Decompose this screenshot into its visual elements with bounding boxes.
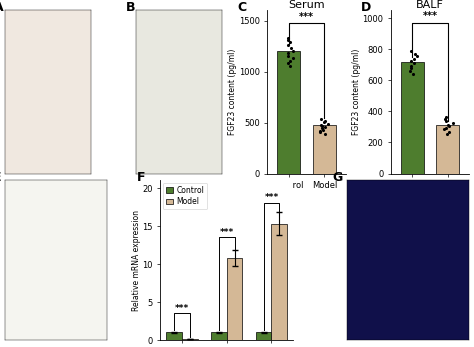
Point bbox=[449, 120, 456, 126]
Point bbox=[284, 37, 292, 43]
Point bbox=[408, 65, 415, 71]
Y-axis label: FGF23 content (pg/ml): FGF23 content (pg/ml) bbox=[352, 49, 361, 135]
Point bbox=[319, 123, 326, 129]
Point bbox=[444, 122, 451, 127]
Text: ***: *** bbox=[219, 228, 234, 237]
Text: B: B bbox=[126, 1, 135, 14]
Point bbox=[445, 129, 453, 134]
Point bbox=[321, 131, 329, 136]
Point bbox=[284, 50, 292, 56]
Text: A: A bbox=[0, 1, 4, 14]
Text: ***: *** bbox=[264, 194, 279, 203]
Point bbox=[324, 121, 332, 126]
Title: BALF: BALF bbox=[416, 0, 444, 10]
Point bbox=[316, 128, 324, 134]
Point bbox=[289, 56, 296, 61]
Point bbox=[321, 118, 328, 124]
Bar bbox=[272, 224, 287, 340]
Point bbox=[442, 114, 449, 120]
Text: D: D bbox=[361, 1, 372, 14]
Point bbox=[316, 129, 323, 135]
Y-axis label: Relative mRNA expression: Relative mRNA expression bbox=[132, 210, 141, 311]
Y-axis label: FGF23 content (pg/ml): FGF23 content (pg/ml) bbox=[228, 49, 237, 135]
Point bbox=[410, 56, 417, 61]
Point bbox=[406, 68, 414, 74]
Point bbox=[409, 71, 417, 77]
Point bbox=[287, 59, 294, 64]
Point bbox=[407, 63, 415, 68]
Bar bbox=[277, 51, 301, 174]
Point bbox=[410, 60, 418, 66]
Point bbox=[321, 124, 329, 130]
Point bbox=[284, 42, 292, 48]
Point bbox=[284, 53, 292, 59]
Point bbox=[284, 35, 292, 41]
Legend: Control, Model: Control, Model bbox=[163, 183, 208, 209]
Point bbox=[443, 131, 451, 137]
Bar bbox=[166, 332, 182, 340]
Point bbox=[408, 48, 415, 53]
Point bbox=[289, 49, 297, 54]
Point bbox=[317, 117, 325, 122]
Bar bbox=[182, 339, 198, 340]
Point bbox=[413, 53, 421, 59]
Text: E: E bbox=[0, 171, 1, 184]
Point bbox=[318, 125, 326, 131]
Text: ***: *** bbox=[299, 11, 314, 22]
Point bbox=[286, 64, 294, 69]
Text: ***: *** bbox=[175, 304, 189, 313]
Point bbox=[442, 125, 449, 130]
Text: G: G bbox=[332, 171, 342, 184]
Text: C: C bbox=[237, 1, 247, 14]
Point bbox=[441, 116, 449, 122]
Point bbox=[317, 122, 325, 128]
Point bbox=[286, 39, 294, 45]
Bar bbox=[313, 125, 336, 174]
Bar bbox=[401, 62, 424, 174]
Bar bbox=[437, 125, 459, 174]
Point bbox=[320, 119, 328, 125]
Bar bbox=[227, 258, 242, 340]
Point bbox=[443, 119, 450, 124]
Bar bbox=[211, 332, 227, 340]
Point bbox=[285, 61, 292, 66]
Point bbox=[287, 45, 294, 51]
Text: F: F bbox=[137, 171, 145, 184]
Text: ***: *** bbox=[423, 11, 438, 21]
Point bbox=[411, 51, 419, 57]
Point bbox=[440, 126, 447, 132]
Point bbox=[408, 58, 415, 64]
Title: Serum: Serum bbox=[288, 0, 325, 10]
Point bbox=[319, 127, 327, 133]
Point bbox=[446, 123, 453, 129]
Bar bbox=[256, 332, 272, 340]
